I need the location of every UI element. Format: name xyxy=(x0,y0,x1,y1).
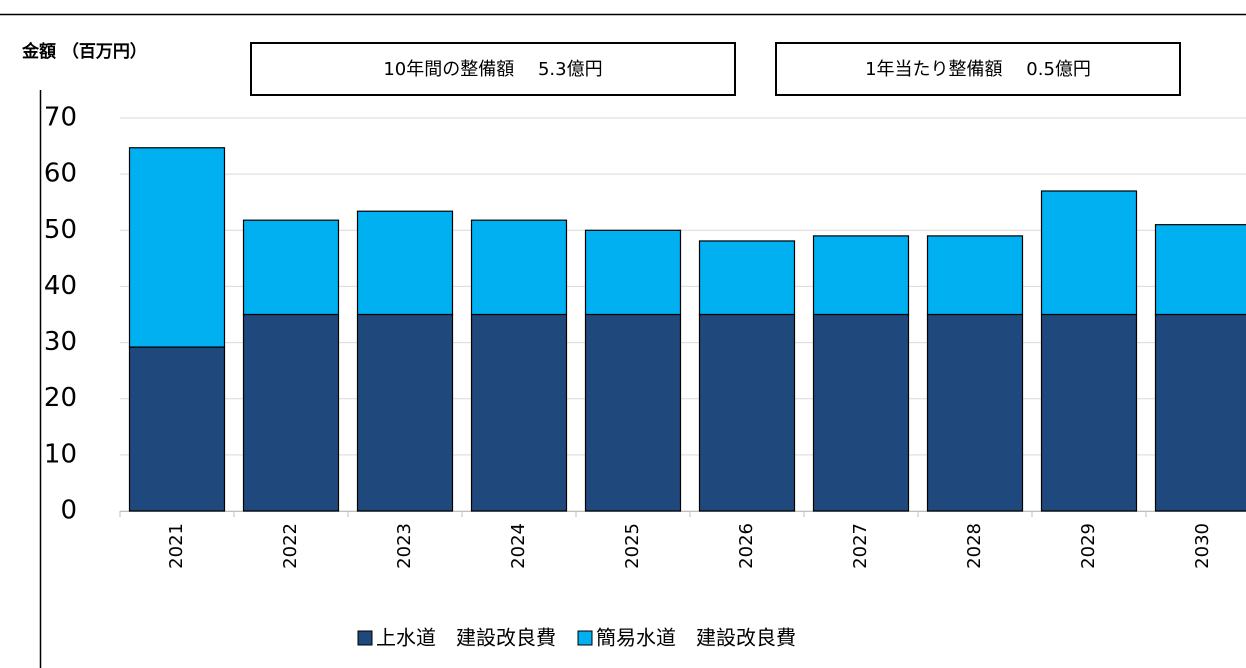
y-tick-label: 20 xyxy=(44,383,77,413)
x-tick-label: 2022 xyxy=(280,523,301,569)
bar-segment xyxy=(356,313,454,512)
bar-segment xyxy=(128,346,226,512)
x-tick-label: 2027 xyxy=(850,523,871,569)
bar-segment xyxy=(812,235,910,316)
bar-segment xyxy=(926,313,1024,512)
bar-segment xyxy=(1040,190,1138,316)
bar-segment xyxy=(1040,313,1138,512)
bar-segment xyxy=(584,229,682,316)
x-tick-label: 2030 xyxy=(1192,523,1213,569)
x-tick-label: 2023 xyxy=(394,523,415,569)
annotation: 1年当たり整備額 0.5億円 xyxy=(865,59,1091,80)
bar-segment xyxy=(1154,313,1246,512)
bar-segment xyxy=(698,240,796,316)
y-tick-label: 30 xyxy=(44,327,77,357)
bar-segment xyxy=(698,313,796,512)
y-tick-label: 10 xyxy=(44,439,77,469)
annotation: 10年間の整備額 5.3億円 xyxy=(383,59,602,80)
bar-segment xyxy=(926,235,1024,316)
legend-label: 簡易水道 建設改良費 xyxy=(596,626,796,650)
legend-swatch xyxy=(577,630,593,646)
legend-label: 上水道 建設改良費 xyxy=(376,626,556,650)
bar-segment xyxy=(812,313,910,512)
x-tick-label: 2028 xyxy=(964,523,985,569)
x-tick-label: 2026 xyxy=(736,523,757,569)
x-tick-label: 2021 xyxy=(166,523,187,569)
bar-segment xyxy=(470,219,568,316)
y-tick-label: 50 xyxy=(44,215,77,245)
annotation-box xyxy=(250,42,736,96)
y-tick-label: 0 xyxy=(60,496,77,526)
bar-segment xyxy=(356,210,454,316)
y-tick-label: 70 xyxy=(44,103,77,133)
x-tick-label: 2024 xyxy=(508,523,529,569)
bar-segment xyxy=(242,313,340,512)
y-tick-label: 60 xyxy=(44,159,77,189)
bar-segment xyxy=(242,219,340,316)
bar-segment xyxy=(470,313,568,512)
y-tick-label: 40 xyxy=(44,271,77,301)
bar-segment xyxy=(1154,224,1246,316)
bar-segment xyxy=(584,313,682,512)
annotation-box xyxy=(775,42,1181,96)
y-axis-label: 金額 （百万円） xyxy=(21,41,147,62)
bar-segment xyxy=(128,147,226,348)
x-tick-label: 2025 xyxy=(622,523,643,569)
legend-swatch xyxy=(357,630,373,646)
x-tick-label: 2029 xyxy=(1078,523,1099,569)
